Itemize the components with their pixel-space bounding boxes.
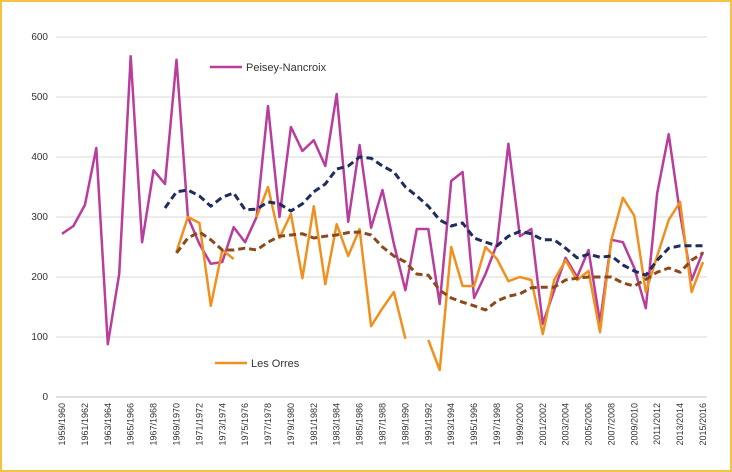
x-tick-label: 1987/1988 (378, 403, 388, 446)
x-tick-label: 1967/1968 (149, 403, 159, 446)
y-tick-label: 300 (31, 212, 48, 223)
x-tick-label: 1983/1984 (332, 403, 342, 446)
legend-label: Les Orres (251, 358, 300, 370)
x-tick-label: 2005/2006 (584, 403, 594, 446)
x-tick-label: 2013/2014 (675, 403, 685, 446)
x-tick-label: 1963/1964 (103, 403, 113, 446)
y-tick-label: 100 (31, 332, 48, 343)
x-tick-label: 2007/2008 (606, 403, 616, 446)
y-tick-label: 0 (42, 392, 48, 403)
y-tick-label: 500 (31, 92, 48, 103)
y-tick-label: 400 (31, 152, 48, 163)
x-tick-label: 2001/2002 (538, 403, 548, 446)
moving-average-line (175, 230, 704, 312)
series-line (61, 54, 705, 346)
x-tick-label: 1999/2000 (515, 403, 525, 446)
x-tick-label: 2009/2010 (629, 403, 639, 446)
moving-average-line (163, 155, 703, 277)
x-tick-label: 1979/1980 (286, 403, 296, 446)
y-tick-label: 600 (31, 32, 48, 43)
x-tick-label: 1993/1994 (446, 403, 456, 446)
x-tick-label: 1969/1970 (171, 403, 181, 446)
x-tick-label: 1989/1990 (400, 403, 410, 446)
series-line (175, 185, 705, 372)
x-tick-label: 1961/1962 (80, 403, 90, 446)
x-tick-label: 1971/1972 (194, 403, 204, 446)
x-tick-label: 1959/1960 (57, 403, 67, 446)
x-tick-label: 1975/1976 (240, 403, 250, 446)
x-tick-label: 1977/1978 (263, 403, 273, 446)
x-tick-label: 1981/1982 (309, 403, 319, 446)
x-tick-label: 1995/1996 (469, 403, 479, 446)
x-tick-label: 2011/2012 (652, 403, 662, 445)
x-tick-label: 2015/2016 (698, 403, 708, 446)
x-tick-label: 1985/1986 (355, 403, 365, 446)
x-tick-label: 1997/1998 (492, 403, 502, 446)
x-tick-label: 2003/2004 (561, 403, 571, 446)
y-tick-label: 200 (31, 272, 48, 283)
legend-label: Peisey-Nancroix (246, 62, 327, 74)
x-tick-label: 1973/1974 (217, 403, 227, 446)
x-tick-label: 1965/1966 (126, 403, 136, 446)
x-tick-label: 1991/1992 (423, 403, 433, 446)
